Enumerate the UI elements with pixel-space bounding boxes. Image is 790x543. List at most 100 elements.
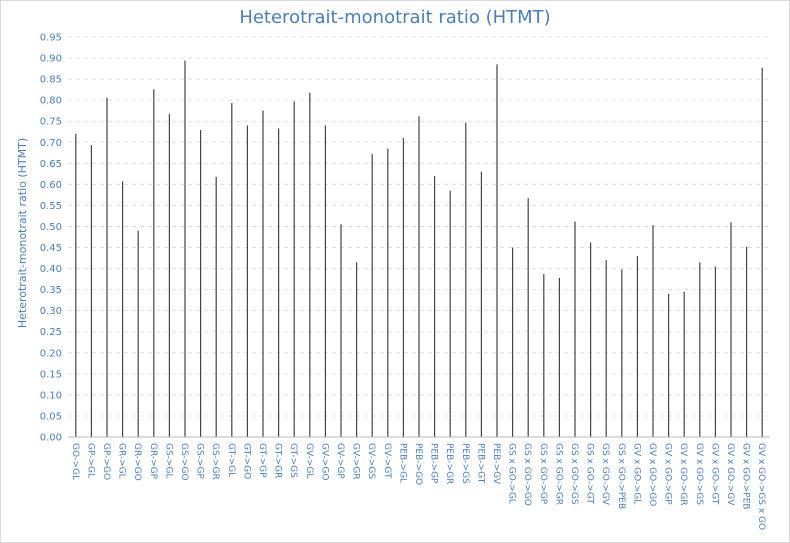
x-tick-label: GS->GP bbox=[195, 443, 205, 479]
bar bbox=[278, 128, 280, 438]
x-tick-label: GV->GP bbox=[335, 443, 345, 479]
y-tick-label: 0.10 bbox=[40, 390, 62, 401]
y-tick-label: 0.80 bbox=[40, 96, 62, 107]
y-tick-label: 0.50 bbox=[40, 222, 62, 233]
bar bbox=[699, 262, 701, 437]
x-tick-label: GR->GO bbox=[132, 443, 142, 481]
x-axis: GO->GL GP->GL GP->GO GR->GL GR->GO GR->GP GS->… bbox=[68, 436, 770, 530]
y-axis: 0.00 0.05 0.10 0.15 0.20 0.25 0.30 0.35 0.40 0.45… bbox=[40, 33, 62, 444]
x-tick-label: GO->GL bbox=[70, 443, 80, 480]
bar bbox=[574, 221, 576, 437]
bar bbox=[231, 103, 233, 438]
x-tick-label: PEB->GL bbox=[397, 443, 407, 483]
x-tick-label: PEB->GR bbox=[444, 443, 454, 484]
y-tick-label: 0.00 bbox=[40, 433, 62, 444]
x-tick-label: GS->GL bbox=[163, 443, 173, 478]
y-tick-label: 0.40 bbox=[40, 264, 62, 275]
bars bbox=[75, 60, 763, 438]
y-tick-label: 0.05 bbox=[40, 411, 62, 422]
x-tick-label: GS x GO->GS bbox=[569, 443, 579, 505]
bar bbox=[122, 181, 124, 437]
x-tick-label: GV->GT bbox=[382, 443, 392, 479]
x-tick-label: GT->GS bbox=[288, 443, 298, 478]
bar bbox=[636, 255, 638, 437]
y-tick-label: 0.70 bbox=[40, 138, 62, 149]
x-tick-label: PEB->GV bbox=[491, 443, 501, 485]
x-tick-label: GV x GO->GS bbox=[694, 443, 704, 505]
bar bbox=[387, 148, 389, 437]
x-tick-label: GS->GO bbox=[179, 443, 189, 481]
y-tick-label: 0.25 bbox=[40, 327, 62, 338]
bar bbox=[168, 114, 170, 437]
x-tick-label: GS x GO->GO bbox=[522, 443, 532, 506]
x-tick-label: GS x GO->GR bbox=[553, 443, 563, 505]
bar bbox=[605, 260, 607, 437]
y-tick-label: 0.90 bbox=[40, 54, 62, 65]
bar bbox=[309, 92, 311, 437]
x-tick-label: PEB->GP bbox=[429, 443, 439, 484]
bar bbox=[558, 277, 560, 437]
bar bbox=[512, 247, 514, 437]
bar bbox=[418, 116, 420, 437]
x-tick-label: GV x GO->GP bbox=[663, 443, 673, 505]
x-tick-label: GT->GL bbox=[226, 443, 236, 477]
bar bbox=[527, 198, 529, 437]
bar bbox=[215, 176, 217, 437]
bar bbox=[184, 60, 186, 437]
x-tick-label: PEB->GO bbox=[413, 443, 423, 485]
bar bbox=[434, 175, 436, 437]
x-tick-label: GS x GO->GP bbox=[538, 443, 548, 505]
y-tick-label: 0.85 bbox=[40, 75, 62, 86]
y-axis-label: Heterotrait-monotrait ratio (HTMT) bbox=[16, 138, 29, 328]
bar bbox=[683, 291, 685, 437]
bar bbox=[543, 274, 545, 437]
bar bbox=[761, 67, 763, 437]
bar bbox=[153, 89, 155, 438]
x-tick-label: GT->GP bbox=[257, 443, 267, 478]
bar bbox=[746, 246, 748, 437]
x-tick-label: GR->GL bbox=[117, 443, 127, 479]
bar bbox=[465, 122, 467, 437]
x-tick-label: GV->GO bbox=[319, 443, 329, 480]
x-tick-label: GV x GO->GO bbox=[647, 443, 657, 506]
x-tick-label: GP->GL bbox=[85, 443, 95, 478]
x-tick-label: GV x GO->PEB bbox=[741, 443, 751, 510]
y-tick-label: 0.65 bbox=[40, 159, 62, 170]
x-tick-label: GR->GP bbox=[148, 443, 158, 480]
y-tick-label: 0.30 bbox=[40, 306, 62, 317]
bar bbox=[402, 138, 404, 438]
x-tick-label: GS x GO->GL bbox=[507, 443, 517, 504]
x-tick-label: GS->GR bbox=[210, 443, 220, 480]
x-tick-label: GV x GO->GT bbox=[709, 443, 719, 505]
bar bbox=[496, 64, 498, 438]
x-tick-label: GT->GR bbox=[273, 443, 283, 478]
x-tick-label: GP->GO bbox=[101, 443, 111, 480]
x-tick-label: GT->GO bbox=[241, 443, 251, 479]
bar bbox=[449, 190, 451, 437]
bar bbox=[200, 130, 202, 438]
bar bbox=[730, 222, 732, 437]
x-tick-label: PEB->GS bbox=[460, 443, 470, 484]
bar bbox=[652, 225, 654, 437]
bar bbox=[293, 101, 295, 437]
y-tick-label: 0.35 bbox=[40, 285, 62, 296]
x-tick-label: PEB->GT bbox=[475, 443, 485, 484]
y-tick-label: 0.60 bbox=[40, 180, 62, 191]
bar bbox=[480, 171, 482, 437]
x-tick-label: GV->GR bbox=[351, 443, 361, 480]
bar bbox=[324, 125, 326, 437]
y-tick-label: 0.55 bbox=[40, 201, 62, 212]
chart-title: Heterotrait-monotrait ratio (HTMT) bbox=[239, 7, 551, 28]
x-tick-label: GV->GL bbox=[304, 443, 314, 478]
y-tick-label: 0.45 bbox=[40, 243, 62, 254]
y-tick-label: 0.95 bbox=[40, 33, 62, 44]
bar bbox=[246, 125, 248, 437]
bar bbox=[668, 293, 670, 437]
y-tick-label: 0.20 bbox=[40, 348, 62, 359]
bar bbox=[262, 110, 264, 438]
y-tick-label: 0.15 bbox=[40, 369, 62, 380]
bar bbox=[371, 154, 373, 438]
x-tick-label: GV->GS bbox=[366, 443, 376, 479]
y-tick-label: 0.75 bbox=[40, 117, 62, 128]
